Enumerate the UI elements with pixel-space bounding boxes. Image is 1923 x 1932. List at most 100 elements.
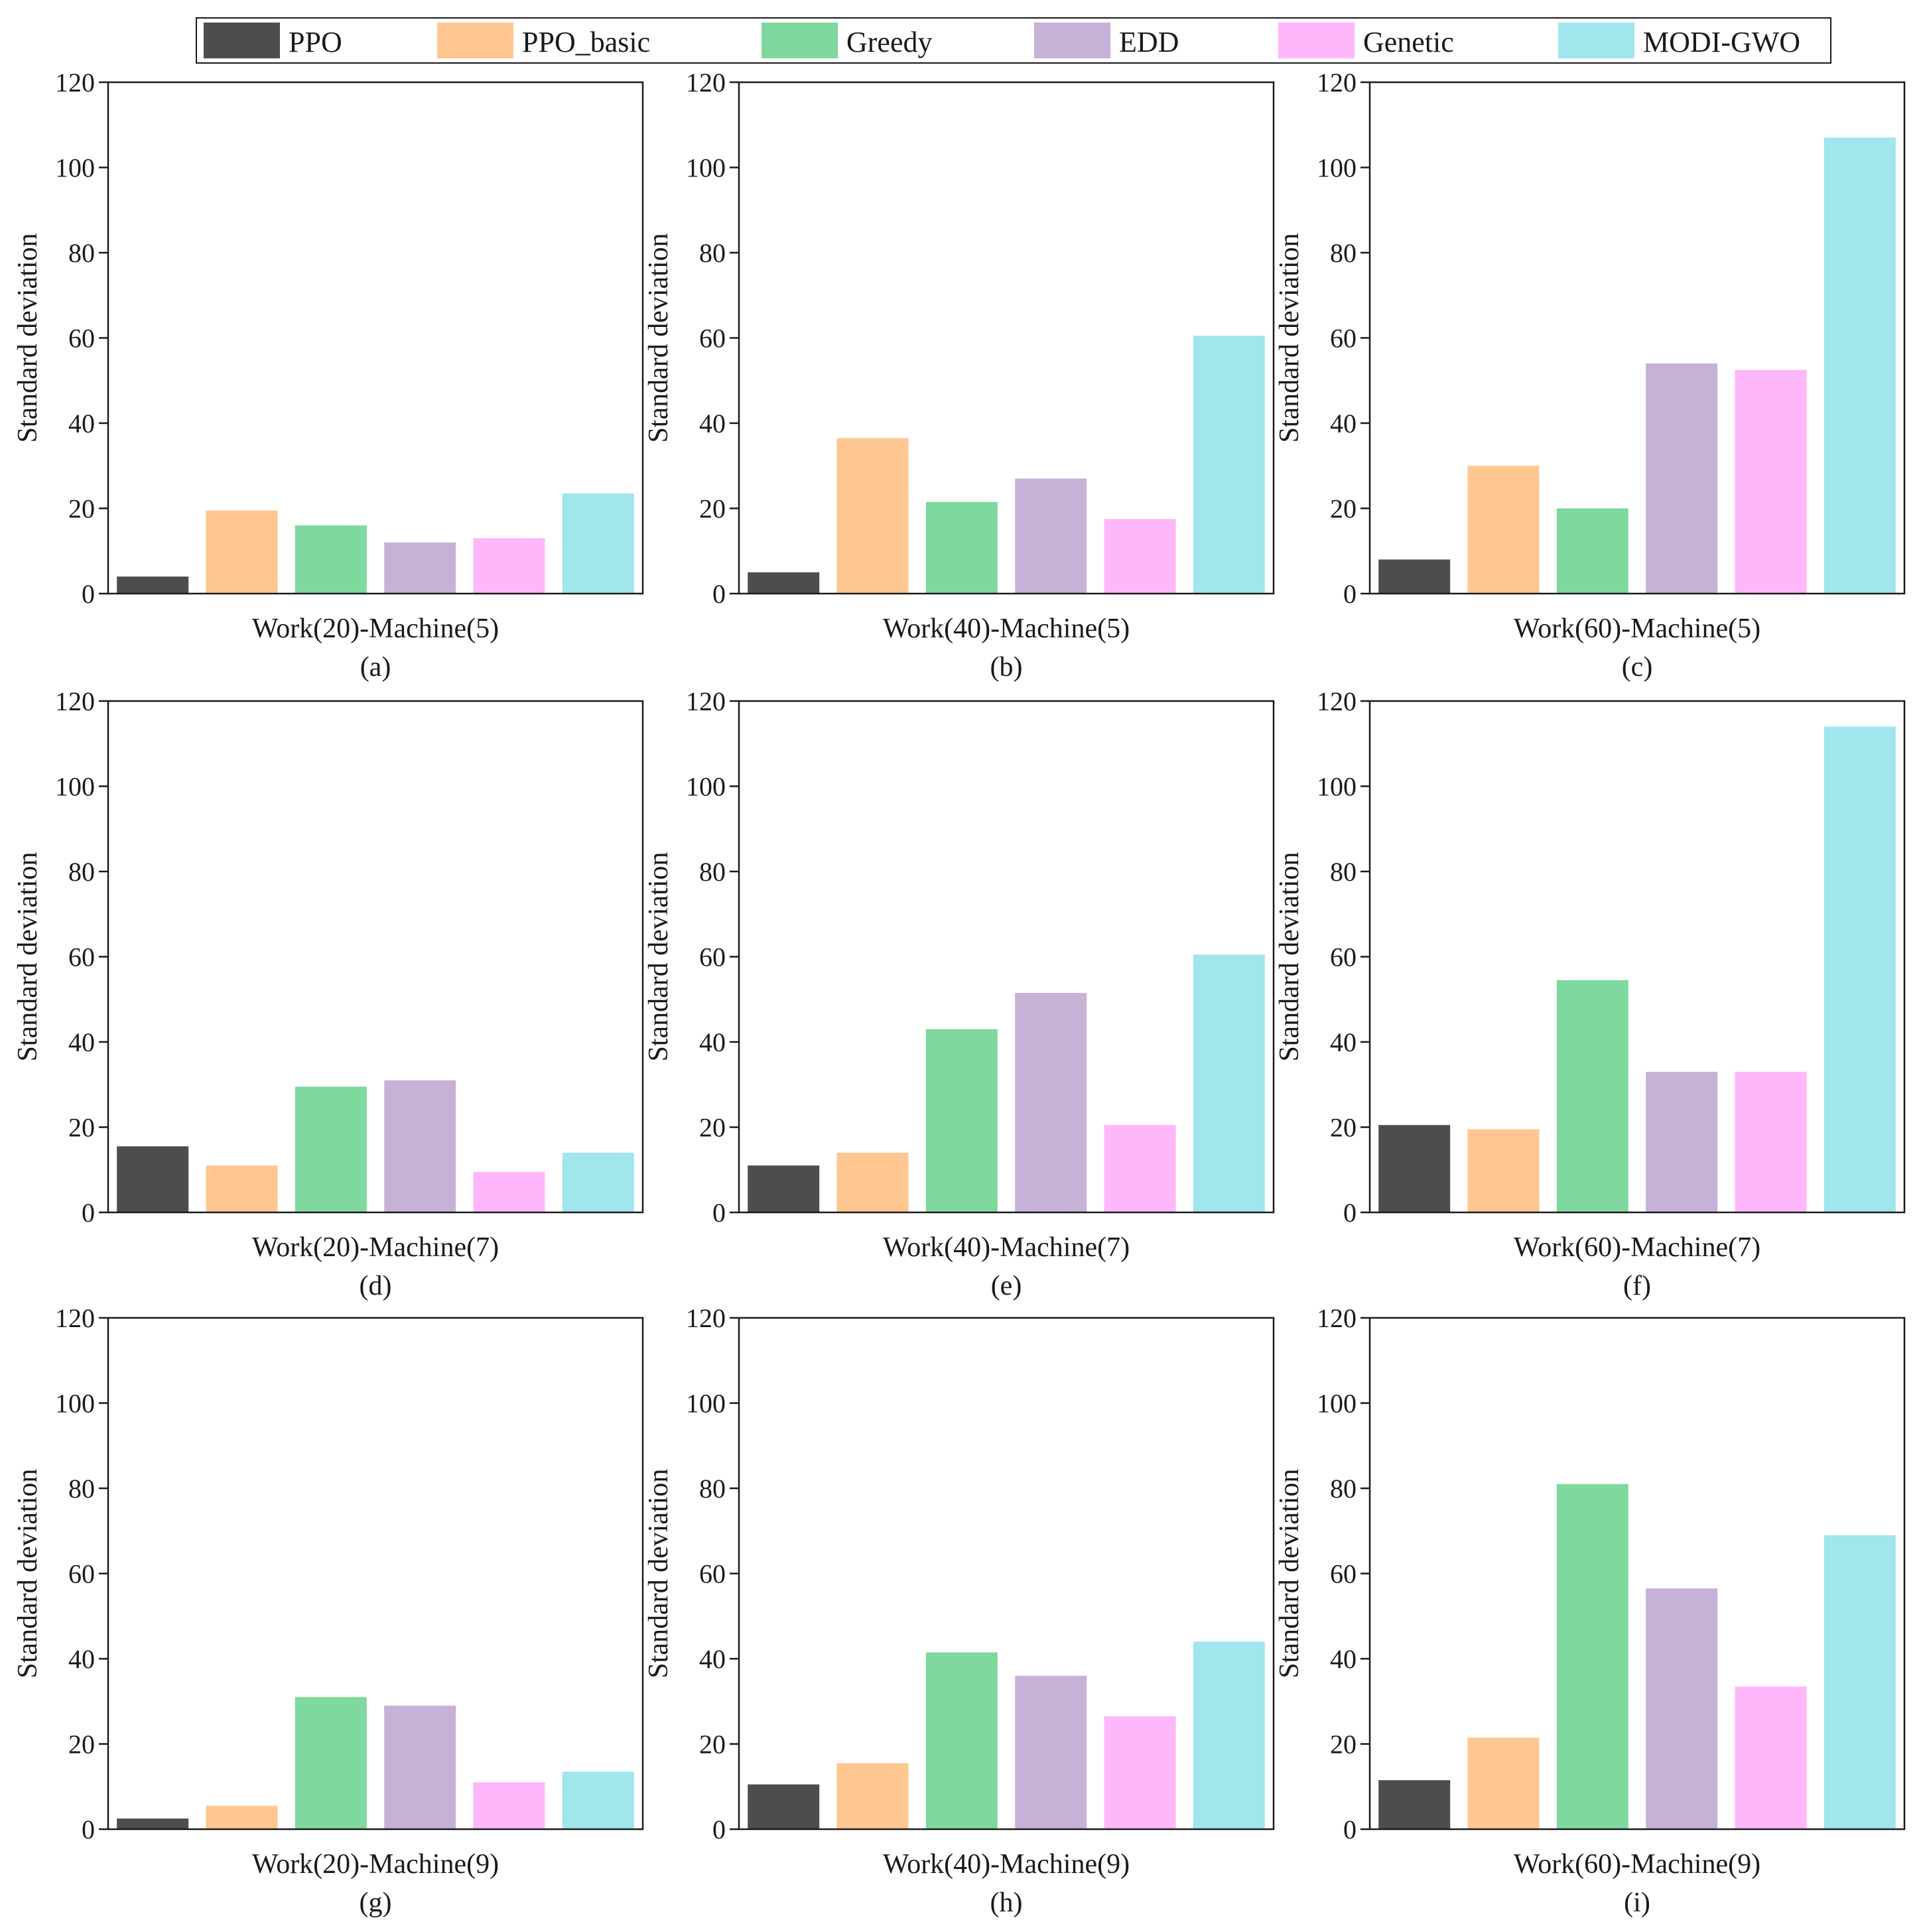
panel-c: 0 20 40 60 80 100 120 Standard deviation Work(60… [1274,68,1906,682]
y-tick-label: 40 [1330,1027,1357,1057]
bar-ppo-basic [1467,1737,1540,1829]
y-tick-label: 80 [699,1474,726,1504]
y-tick-label: 0 [82,1815,95,1844]
panel-b: 0 20 40 60 80 100 120 Standard deviation Work(40… [643,68,1275,682]
legend-label-modi-gwo: MODI-GWO [1643,26,1800,58]
y-tick-label: 0 [712,1198,726,1228]
panel-i: 0 20 40 60 80 100 120 Standard deviation Work(60… [1274,1303,1906,1918]
y-tick-label: 80 [1330,1474,1357,1504]
panel-f: 0 20 40 60 80 100 120 Standard deviation Work(60… [1274,686,1906,1301]
x-axis-label: Work(60)-Machine(7) [1514,1232,1760,1263]
legend-label-edd: EDD [1119,26,1179,58]
bar-modi-gwo [562,493,634,594]
bar-genetic [1735,369,1807,594]
y-tick-label: 0 [712,579,726,609]
bar-ppo-basic [836,438,909,594]
y-tick-label: 100 [686,772,726,802]
y-tick-label: 20 [699,1113,726,1143]
bar-edd [1015,478,1087,594]
panel-caption: (a) [360,652,391,682]
bar-modi-gwo [1824,1535,1896,1829]
y-tick-label: 120 [686,68,726,97]
x-axis-label: Work(20)-Machine(9) [252,1849,499,1880]
y-tick-label: 100 [1317,153,1357,183]
bar-ppo-basic [1467,1129,1540,1212]
panel-caption: (f) [1623,1271,1651,1301]
y-tick-label: 60 [68,324,95,354]
panel-caption: (e) [991,1271,1022,1301]
y-axis-title: Standard deviation [1274,852,1305,1061]
y-axis-title: Standard deviation [1274,1468,1305,1678]
bar-genetic [1735,1072,1807,1212]
y-tick-label: 60 [1330,1559,1357,1589]
y-tick-label: 60 [699,324,726,354]
panel-caption: (b) [990,652,1023,682]
bar-greedy [295,1697,367,1829]
bar-genetic [473,1782,545,1829]
bar-genetic [1104,1125,1176,1212]
y-tick-label: 0 [1343,579,1357,609]
bar-edd [1646,1588,1718,1829]
y-axis-title: Standard deviation [13,233,43,442]
bar-ppo-basic [836,1763,909,1829]
legend: PPO PPO_basic Greedy EDD Genetic MODI-GWO [196,17,1831,64]
y-tick-label: 0 [1343,1198,1357,1228]
bar-greedy [1556,1484,1628,1829]
legend-swatch-genetic [1278,23,1355,58]
legend-label-ppo: PPO [289,26,342,58]
y-tick-label: 0 [712,1815,726,1844]
y-tick-label: 100 [686,1389,726,1419]
bar-ppo-basic [206,510,278,594]
bar-greedy [295,1086,367,1212]
bar-greedy [1556,508,1628,594]
y-tick-label: 100 [55,772,95,802]
legend-entry-ppo: PPO [204,23,342,58]
y-tick-label: 80 [1330,857,1357,887]
y-tick-label: 60 [68,1559,95,1589]
bar-genetic [473,1172,545,1212]
y-tick-label: 20 [68,494,95,524]
legend-swatch-ppo-basic [437,23,513,58]
bar-ppo [748,572,820,594]
bar-ppo [748,1165,820,1212]
y-tick-label: 100 [55,153,95,183]
y-tick-label: 40 [699,1027,726,1057]
y-tick-label: 120 [55,68,95,97]
y-tick-label: 60 [68,942,95,972]
bar-modi-gwo [562,1771,634,1829]
y-tick-label: 80 [68,1474,95,1504]
bar-greedy [925,1652,998,1829]
y-axis-title: Standard deviation [13,852,43,1061]
y-tick-label: 40 [1330,1644,1357,1674]
y-tick-label: 40 [68,1644,95,1674]
legend-swatch-ppo [204,23,280,58]
bar-edd [384,1080,456,1212]
bar-modi-gwo [562,1153,634,1212]
bar-genetic [1735,1686,1807,1829]
bar-modi-gwo [1824,726,1896,1212]
y-tick-label: 20 [68,1730,95,1760]
y-tick-label: 120 [1317,1303,1357,1333]
legend-label-genetic: Genetic [1363,26,1454,58]
legend-swatch-edd [1034,23,1110,58]
bar-greedy [925,501,998,594]
legend-entry-genetic: Genetic [1278,23,1454,58]
x-axis-label: Work(20)-Machine(5) [252,613,499,644]
panel-e: 0 20 40 60 80 100 120 Standard deviation Work(40… [643,686,1275,1301]
bar-modi-gwo [1193,1642,1265,1829]
panel-g: 0 20 40 60 80 100 120 Standard deviation Work(20… [13,1303,644,1918]
panel-caption: (g) [360,1888,392,1918]
bar-modi-gwo [1193,954,1265,1212]
bar-ppo [117,1818,189,1829]
bar-greedy [295,525,367,594]
bar-edd [1015,1675,1087,1829]
bar-ppo [748,1784,820,1829]
legend-entry-modi-gwo: MODI-GWO [1558,23,1800,58]
y-tick-label: 20 [1330,1113,1357,1143]
y-tick-label: 40 [68,409,95,438]
bar-ppo-basic [836,1153,909,1212]
y-tick-label: 20 [1330,494,1357,524]
chart-panels: 0 20 40 60 80 100 120 Standard deviation Work(20… [13,68,1906,1918]
y-tick-label: 60 [699,1559,726,1589]
y-tick-label: 20 [699,494,726,524]
